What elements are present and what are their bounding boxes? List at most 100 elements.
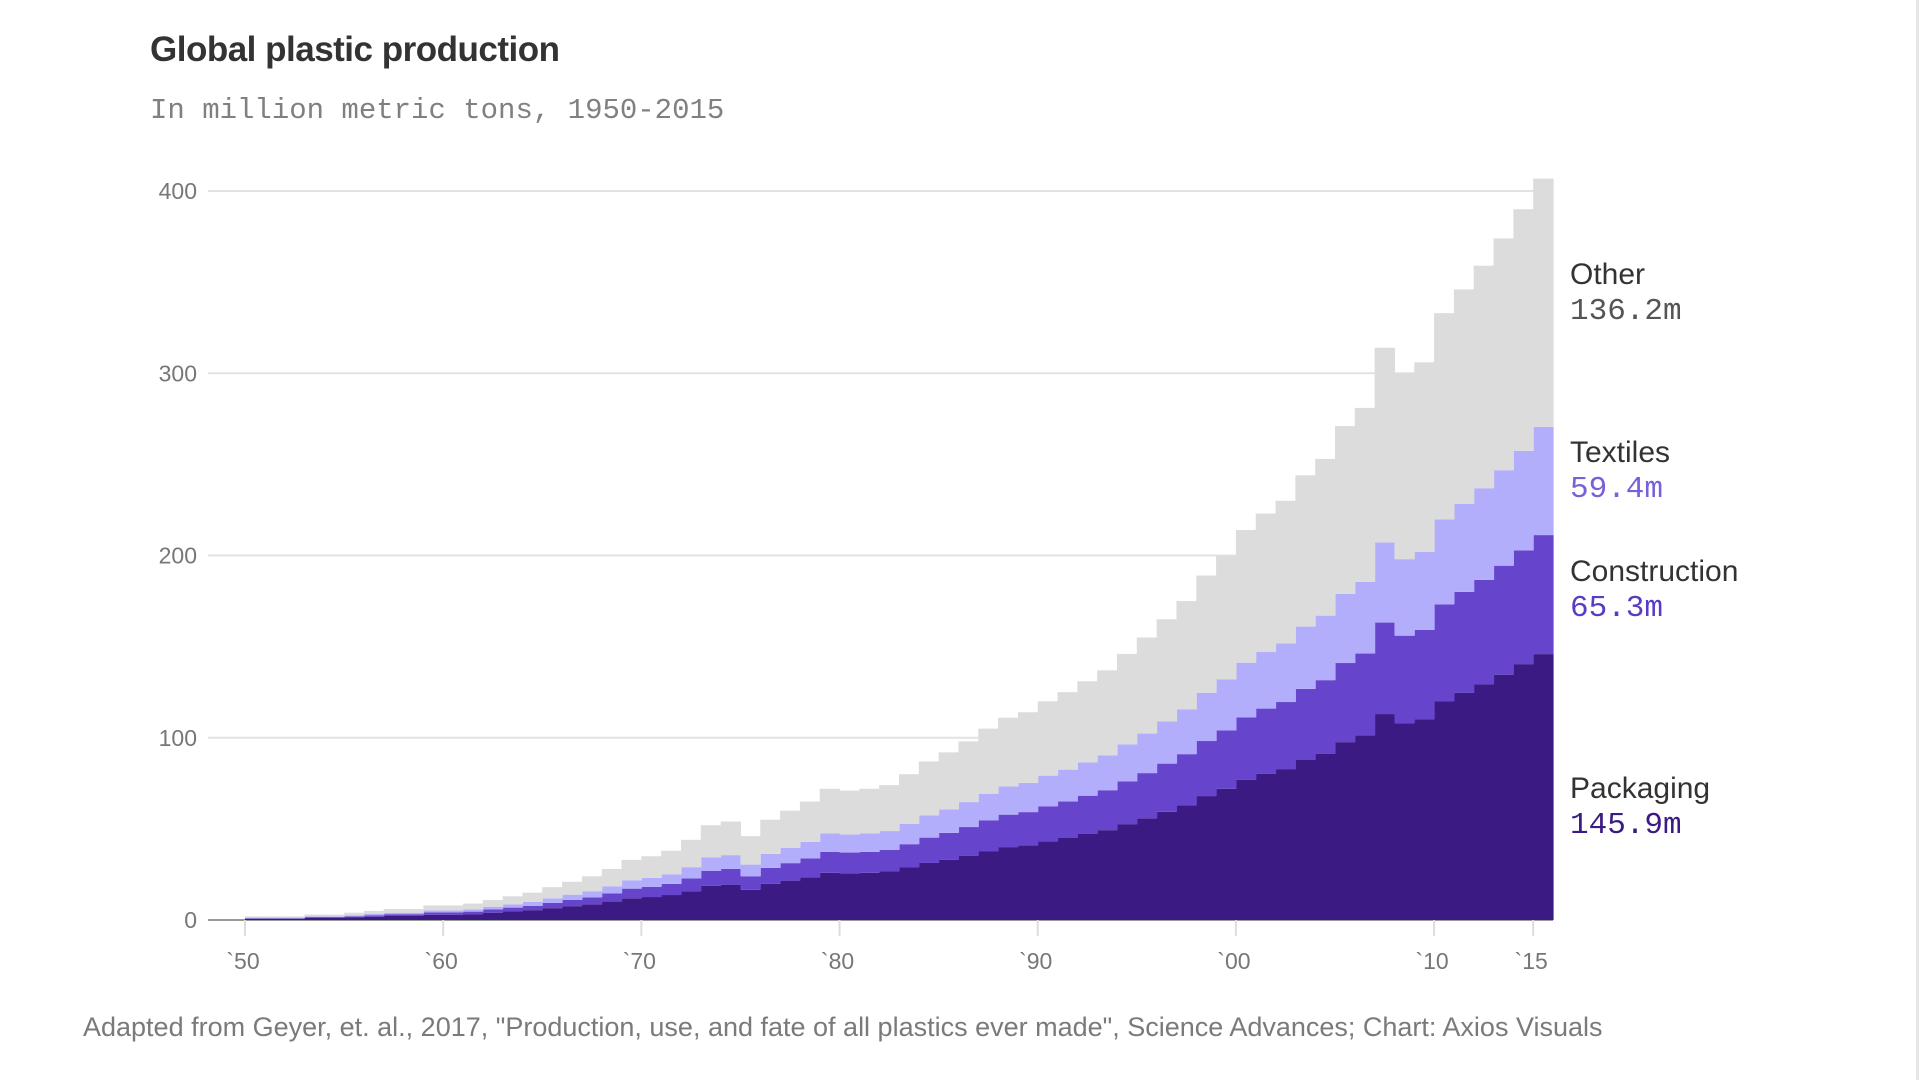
bar-textiles-1982 bbox=[879, 831, 900, 851]
bar-packaging-1955 bbox=[344, 917, 365, 920]
legend-construction-name: Construction bbox=[1570, 555, 1739, 588]
bar-packaging-1970 bbox=[641, 897, 662, 920]
bar-textiles-1996 bbox=[1156, 721, 1178, 764]
bar-textiles-1990 bbox=[1037, 775, 1059, 807]
bar-other-1964 bbox=[522, 892, 543, 902]
bar-other-1983 bbox=[899, 774, 920, 824]
chart-subtitle: In million metric tons, 1950-2015 bbox=[150, 94, 725, 127]
bar-construction-1974 bbox=[720, 868, 742, 885]
bar-textiles-1975 bbox=[740, 864, 761, 877]
bar-other-1963 bbox=[502, 896, 524, 905]
bar-packaging-1962 bbox=[482, 912, 504, 920]
bar-textiles-2008 bbox=[1394, 559, 1415, 636]
bar-construction-1978 bbox=[799, 858, 821, 878]
bar-textiles-1995 bbox=[1136, 733, 1158, 774]
legend-packaging-value: 145.9m bbox=[1570, 808, 1682, 843]
bar-construction-2011 bbox=[1453, 591, 1475, 693]
bar-textiles-1967 bbox=[581, 891, 603, 898]
bar-packaging-1982 bbox=[879, 871, 900, 920]
bar-construction-1995 bbox=[1136, 773, 1158, 819]
bar-other-2013 bbox=[1493, 238, 1514, 471]
bar-other-1962 bbox=[482, 899, 504, 907]
bar-packaging-1987 bbox=[978, 851, 999, 920]
bar-construction-2005 bbox=[1335, 663, 1356, 743]
series-packaging bbox=[245, 654, 1554, 920]
bar-textiles-1985 bbox=[938, 809, 960, 833]
bar-other-1970 bbox=[641, 856, 662, 878]
bar-other-1973 bbox=[700, 825, 722, 858]
bar-textiles-1954 bbox=[324, 916, 345, 918]
bar-textiles-1950 bbox=[245, 917, 266, 919]
bar-textiles-2014 bbox=[1513, 450, 1534, 551]
bar-other-1985 bbox=[938, 752, 960, 810]
chart-title: Global plastic production bbox=[150, 30, 560, 69]
bar-textiles-1997 bbox=[1176, 709, 1197, 755]
bar-textiles-1973 bbox=[700, 857, 722, 871]
bar-construction-1969 bbox=[621, 888, 642, 899]
bar-other-1994 bbox=[1117, 653, 1138, 745]
bar-other-1951 bbox=[264, 916, 286, 918]
bar-other-2009 bbox=[1414, 362, 1435, 552]
bar-other-1971 bbox=[661, 850, 682, 875]
bar-textiles-1984 bbox=[918, 815, 940, 838]
bar-other-1950 bbox=[245, 916, 266, 918]
bar-textiles-1953 bbox=[304, 916, 325, 918]
bar-packaging-2004 bbox=[1315, 753, 1336, 920]
bar-construction-1993 bbox=[1097, 790, 1118, 831]
bar-construction-1976 bbox=[760, 867, 781, 884]
bar-textiles-1987 bbox=[978, 793, 999, 821]
bar-other-1976 bbox=[760, 819, 781, 854]
y-tick-label: 200 bbox=[159, 543, 197, 569]
x-tick-label: `15 bbox=[1515, 948, 1548, 974]
bar-construction-1970 bbox=[641, 886, 662, 898]
bar-other-1988 bbox=[998, 717, 1019, 787]
bar-packaging-1974 bbox=[720, 884, 742, 920]
bar-packaging-1971 bbox=[661, 895, 682, 920]
bar-textiles-1978 bbox=[799, 841, 821, 859]
bar-textiles-1968 bbox=[601, 886, 623, 894]
bar-packaging-2006 bbox=[1354, 735, 1376, 920]
bar-textiles-1986 bbox=[958, 802, 979, 828]
bar-packaging-2005 bbox=[1335, 742, 1356, 920]
bar-textiles-1989 bbox=[1017, 782, 1039, 813]
bar-packaging-1996 bbox=[1156, 811, 1178, 920]
bar-construction-1951 bbox=[264, 918, 286, 919]
bar-other-1960 bbox=[443, 905, 464, 911]
bar-textiles-1974 bbox=[720, 855, 742, 869]
bar-construction-2008 bbox=[1394, 635, 1415, 724]
bar-construction-1962 bbox=[482, 909, 504, 913]
bar-packaging-1969 bbox=[621, 898, 642, 920]
bar-other-1990 bbox=[1037, 701, 1059, 776]
bar-other-1961 bbox=[463, 903, 484, 910]
bar-construction-2009 bbox=[1414, 629, 1435, 720]
bar-construction-2002 bbox=[1275, 702, 1296, 770]
bar-other-1969 bbox=[621, 859, 642, 881]
bar-construction-1953 bbox=[304, 917, 325, 918]
bar-construction-2004 bbox=[1315, 680, 1336, 754]
bar-packaging-2010 bbox=[1434, 701, 1455, 920]
bar-packaging-1976 bbox=[760, 883, 781, 920]
bar-other-1975 bbox=[740, 836, 761, 865]
bar-other-1966 bbox=[562, 881, 583, 895]
bar-textiles-1998 bbox=[1196, 692, 1217, 742]
bar-other-1972 bbox=[681, 839, 702, 868]
bar-construction-2003 bbox=[1295, 688, 1316, 760]
bar-textiles-1971 bbox=[661, 874, 682, 884]
bar-textiles-2010 bbox=[1434, 519, 1455, 605]
bar-other-1998 bbox=[1196, 575, 1217, 693]
source-note: Adapted from Geyer, et. al., 2017, "Prod… bbox=[83, 1012, 1603, 1042]
bar-packaging-1993 bbox=[1097, 830, 1118, 920]
bar-other-1986 bbox=[958, 741, 979, 803]
bar-other-1984 bbox=[918, 761, 940, 816]
bar-construction-1988 bbox=[998, 814, 1019, 848]
bar-construction-1955 bbox=[344, 916, 365, 918]
bar-construction-1967 bbox=[581, 897, 603, 905]
bar-packaging-2007 bbox=[1374, 714, 1396, 920]
bar-construction-1957 bbox=[383, 914, 405, 916]
bar-other-1991 bbox=[1057, 692, 1078, 770]
bar-other-2000 bbox=[1235, 529, 1257, 663]
bar-textiles-1951 bbox=[264, 917, 286, 919]
bar-packaging-1995 bbox=[1136, 818, 1158, 920]
bar-textiles-1964 bbox=[522, 901, 543, 906]
bar-packaging-1963 bbox=[502, 911, 524, 920]
